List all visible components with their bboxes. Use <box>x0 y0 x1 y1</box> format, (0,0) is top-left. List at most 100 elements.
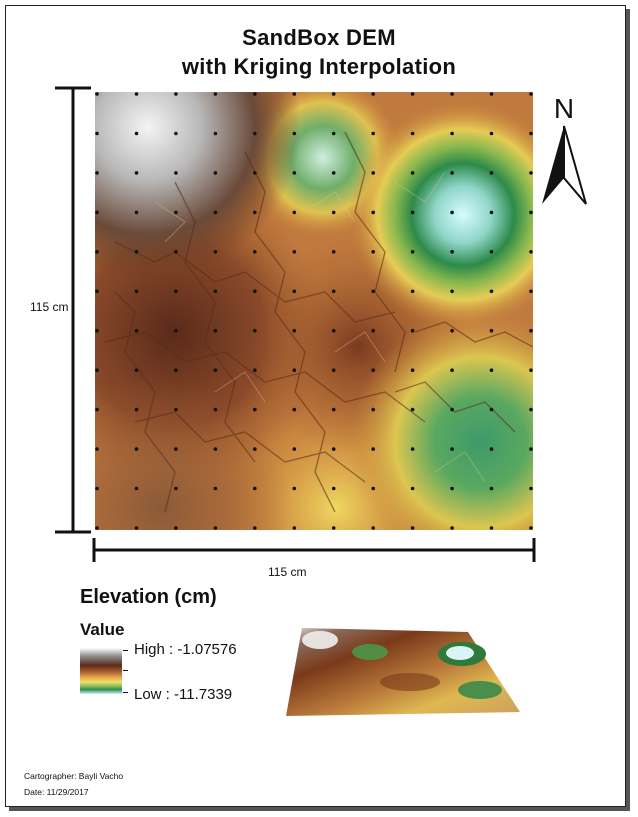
sample-point <box>174 210 178 215</box>
sample-point <box>331 328 336 333</box>
sample-point <box>371 92 376 96</box>
map-title: SandBox DEM <box>242 25 396 50</box>
legend-high-label: High : -1.07576 <box>134 641 237 658</box>
sample-point <box>489 289 494 294</box>
sample-point <box>489 526 494 530</box>
sample-point <box>213 368 218 373</box>
sample-point <box>253 92 257 96</box>
legend-mid-tick <box>123 670 128 671</box>
sample-point <box>410 526 415 530</box>
sample-point <box>213 92 218 96</box>
sample-point <box>174 250 178 254</box>
sample-point <box>134 368 139 373</box>
sample-point <box>331 368 336 373</box>
sample-point <box>134 210 139 215</box>
sample-point <box>331 486 336 491</box>
sample-point <box>292 131 297 136</box>
sample-point <box>174 92 178 96</box>
sample-point <box>292 526 297 530</box>
sample-point <box>95 92 99 96</box>
sample-point <box>371 131 376 136</box>
sample-point <box>410 328 415 333</box>
sample-point <box>529 407 533 412</box>
sample-point <box>529 210 533 215</box>
sample-point <box>489 210 494 215</box>
map-subtitle: with Kriging Interpolation <box>181 54 457 79</box>
sample-point <box>371 328 376 333</box>
sample-point <box>253 526 257 530</box>
sample-point <box>253 447 257 451</box>
sample-point <box>292 486 297 491</box>
sample-point <box>410 407 415 412</box>
legend-field: Value <box>80 620 125 639</box>
sample-point <box>253 250 257 254</box>
sample-point <box>292 328 297 333</box>
sample-point <box>410 210 415 215</box>
sample-points <box>95 92 533 530</box>
sample-point <box>331 92 336 96</box>
sample-point <box>331 447 336 451</box>
sample-point <box>174 447 178 451</box>
cartographer-credit: Cartographer: Bayli Vacho <box>24 771 124 781</box>
sample-point <box>292 250 297 254</box>
sample-point <box>134 289 139 294</box>
sample-point <box>213 526 218 530</box>
sample-point <box>489 171 494 175</box>
sample-point <box>371 210 376 215</box>
sample-point <box>410 368 415 373</box>
sample-point <box>331 171 336 175</box>
sample-point <box>450 171 454 175</box>
sample-point <box>371 171 376 175</box>
sample-point <box>529 250 533 254</box>
sample-point <box>174 486 178 491</box>
sample-point <box>253 210 257 215</box>
sample-point <box>213 447 218 451</box>
legend-color-ramp <box>80 648 122 694</box>
sample-point <box>174 289 178 294</box>
sample-point <box>450 368 454 373</box>
sample-point <box>253 486 257 491</box>
sample-point <box>292 407 297 412</box>
sample-point <box>410 171 415 175</box>
sample-point <box>331 210 336 215</box>
sample-point <box>489 131 494 136</box>
sample-point <box>134 328 139 333</box>
sample-point <box>134 447 139 451</box>
sample-point <box>529 131 533 136</box>
sample-point <box>134 486 139 491</box>
sample-point <box>134 171 139 175</box>
legend-heading: Elevation (cm) <box>80 586 217 608</box>
sample-point <box>450 447 454 451</box>
sample-point <box>371 289 376 294</box>
date-credit: Date: 11/29/2017 <box>24 787 89 797</box>
sample-point <box>529 92 533 96</box>
sample-point <box>331 250 336 254</box>
sample-point <box>174 368 178 373</box>
sample-point <box>213 210 218 215</box>
sample-point <box>450 407 454 412</box>
sample-point <box>489 368 494 373</box>
sample-point <box>95 328 99 333</box>
sample-point <box>213 486 218 491</box>
sample-point <box>371 486 376 491</box>
sample-point <box>529 486 533 491</box>
north-label: N <box>554 93 574 124</box>
sample-point <box>371 447 376 451</box>
sample-point <box>529 171 533 175</box>
sample-point <box>174 526 178 530</box>
sample-point <box>450 289 454 294</box>
sample-point <box>450 210 454 215</box>
horizontal-scale-bar <box>92 538 536 562</box>
sample-point <box>134 250 139 254</box>
sample-point <box>450 328 454 333</box>
sample-point <box>292 289 297 294</box>
sample-point <box>529 447 533 451</box>
sample-point <box>95 447 99 451</box>
sample-point <box>134 526 139 530</box>
sample-point <box>450 486 454 491</box>
sample-point <box>489 486 494 491</box>
sample-point <box>95 407 99 412</box>
sample-point <box>489 447 494 451</box>
sample-point <box>174 328 178 333</box>
sample-point <box>331 289 336 294</box>
